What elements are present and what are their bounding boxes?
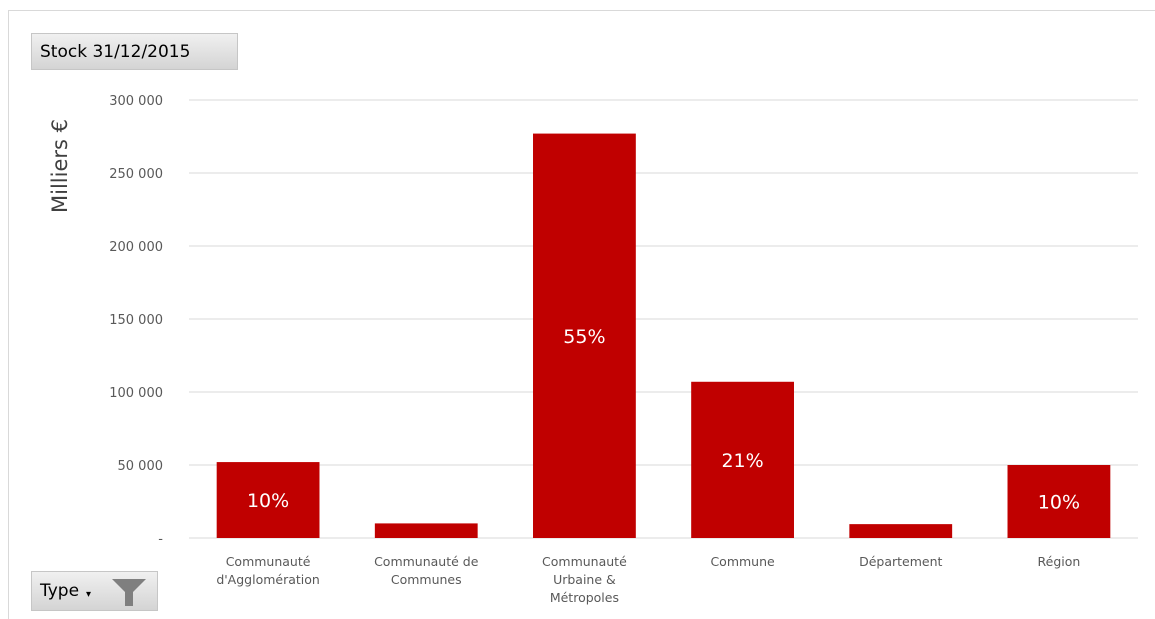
type-filter-button[interactable]: Type ▾ (31, 571, 158, 611)
type-filter-label: Type (40, 581, 80, 601)
y-axis-label: Milliers € (48, 119, 72, 213)
chart-frame-left-border (8, 10, 9, 619)
y-tick-label: 150 000 (109, 313, 163, 328)
bar (691, 381, 794, 538)
x-tick-label: Urbaine & (553, 572, 616, 587)
x-tick-label: Communauté (542, 554, 627, 569)
bar (374, 523, 478, 538)
data-label: 55% (563, 326, 605, 348)
x-tick-label: Métropoles (550, 590, 619, 605)
x-tick-label: Région (1038, 554, 1081, 569)
funnel-icon[interactable] (111, 577, 147, 607)
chevron-down-icon[interactable]: ▾ (86, 588, 92, 600)
x-tick-label: Communauté de (374, 554, 479, 569)
stock-field-button[interactable]: Stock 31/12/2015 (31, 33, 238, 70)
data-label: 10% (1038, 492, 1080, 514)
x-tick-label: Communauté (226, 554, 311, 569)
x-tick-label: d'Agglomération (216, 572, 320, 587)
x-tick-label: Commune (710, 554, 775, 569)
data-label: 10% (247, 490, 289, 512)
chart-frame-top-border (8, 10, 1155, 11)
bar (216, 462, 320, 538)
stock-field-label: Stock 31/12/2015 (40, 41, 191, 62)
bar (533, 133, 636, 538)
y-tick-label: 50 000 (118, 459, 164, 474)
x-tick-label: Communes (391, 572, 462, 587)
y-tick-label: 100 000 (109, 386, 163, 401)
y-tick-label: 300 000 (109, 94, 163, 109)
x-tick-label: Département (859, 554, 942, 569)
bar (849, 524, 953, 538)
y-tick-label: 200 000 (109, 240, 163, 255)
y-tick-label: 250 000 (109, 167, 163, 182)
y-tick-label: - (158, 532, 163, 547)
bar (1007, 465, 1111, 538)
data-label: 21% (721, 450, 763, 472)
